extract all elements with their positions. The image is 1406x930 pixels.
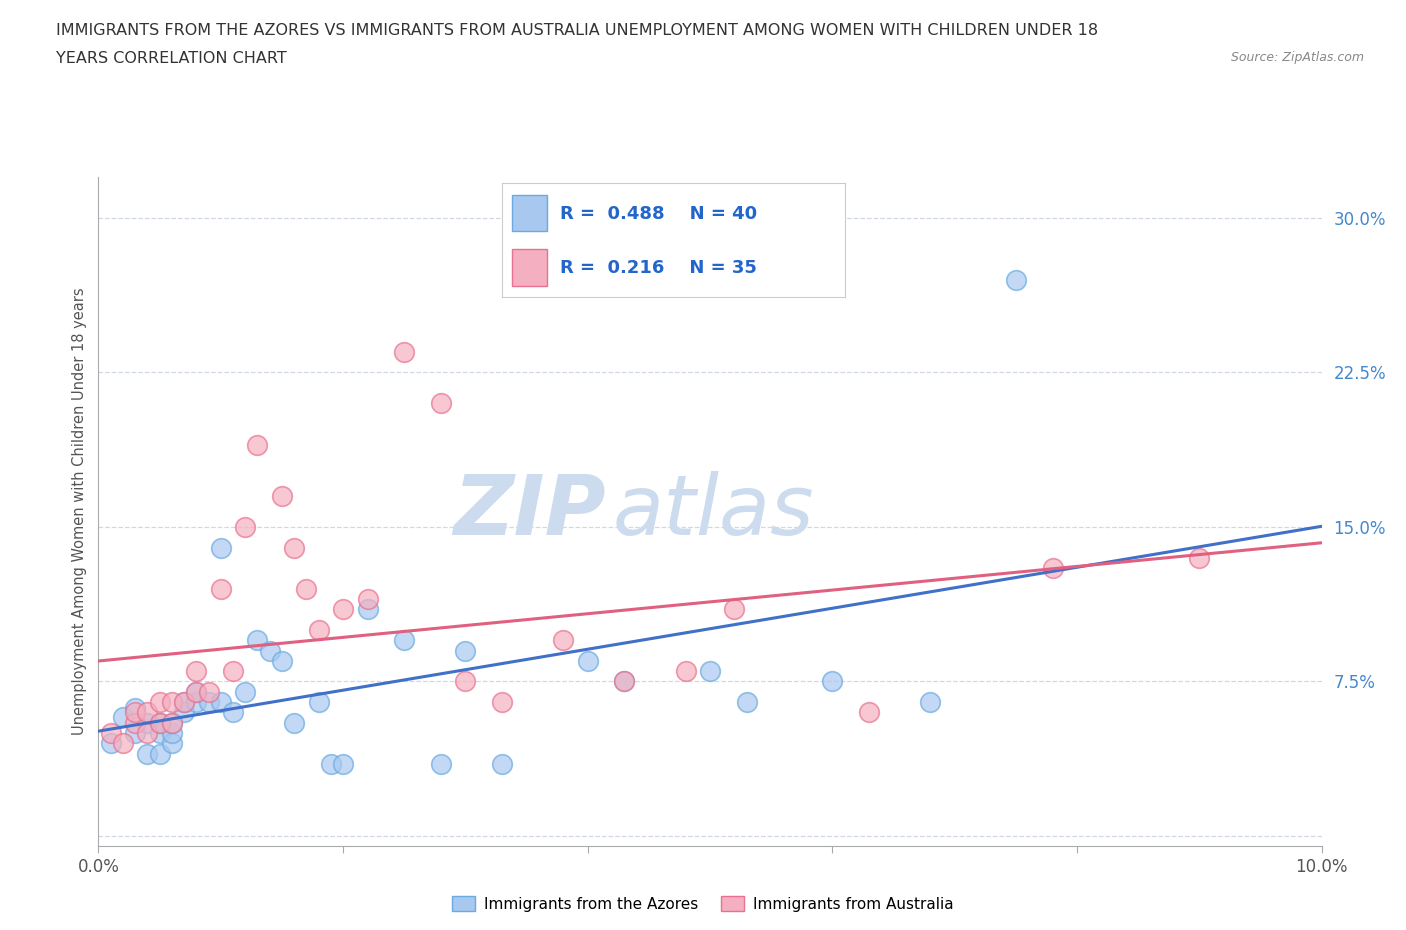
Point [233, 520, 256, 535]
Text: Source: ZipAtlas.com: Source: ZipAtlas.com [1230, 51, 1364, 64]
Point [1188, 551, 1211, 565]
Point [246, 632, 269, 647]
Point [491, 695, 513, 710]
Point [332, 756, 354, 771]
Point [124, 701, 146, 716]
Point [613, 674, 636, 689]
Point [491, 756, 513, 771]
Point [149, 746, 172, 761]
Point [283, 540, 305, 555]
Point [920, 695, 942, 710]
Point [124, 705, 146, 720]
Point [454, 674, 477, 689]
Point [675, 664, 697, 679]
Point [149, 715, 172, 730]
Point [821, 674, 844, 689]
Point [173, 695, 195, 710]
Point [308, 695, 330, 710]
Point [735, 695, 758, 710]
Text: atlas: atlas [612, 471, 814, 552]
Point [186, 684, 208, 699]
Point [283, 715, 305, 730]
Point [136, 705, 159, 720]
Point [149, 725, 172, 740]
Point [173, 705, 195, 720]
Point [136, 746, 159, 761]
Point [100, 725, 122, 740]
Point [160, 725, 183, 740]
Legend: Immigrants from the Azores, Immigrants from Australia: Immigrants from the Azores, Immigrants f… [446, 890, 960, 918]
Point [723, 602, 745, 617]
Point [136, 715, 159, 730]
Point [613, 674, 636, 689]
Point [160, 695, 183, 710]
Point [209, 581, 232, 596]
Point [197, 695, 219, 710]
Point [356, 602, 378, 617]
Point [319, 756, 342, 771]
Point [149, 695, 172, 710]
Point [454, 644, 477, 658]
Point [186, 664, 208, 679]
Point [186, 684, 208, 699]
Point [392, 632, 416, 647]
Point [222, 664, 245, 679]
Point [124, 725, 146, 740]
Point [858, 705, 880, 720]
Point [149, 715, 172, 730]
Point [356, 591, 378, 606]
Point [259, 644, 281, 658]
Point [111, 736, 134, 751]
Point [270, 654, 292, 669]
Point [576, 654, 599, 669]
Point [100, 736, 122, 751]
Point [699, 664, 721, 679]
Point [308, 622, 330, 637]
Point [111, 709, 134, 724]
Point [160, 715, 183, 730]
Point [160, 715, 183, 730]
Y-axis label: Unemployment Among Women with Children Under 18 years: Unemployment Among Women with Children U… [72, 287, 87, 736]
Point [197, 684, 219, 699]
Point [186, 695, 208, 710]
Point [392, 344, 416, 359]
Point [222, 705, 245, 720]
Point [332, 602, 354, 617]
Point [173, 695, 195, 710]
Point [209, 695, 232, 710]
Point [1004, 272, 1026, 287]
Point [553, 632, 575, 647]
Point [209, 540, 232, 555]
Point [233, 684, 256, 699]
Text: YEARS CORRELATION CHART: YEARS CORRELATION CHART [56, 51, 287, 66]
Point [160, 736, 183, 751]
Point [136, 725, 159, 740]
Point [430, 756, 453, 771]
Point [1042, 561, 1064, 576]
Point [246, 437, 269, 452]
Point [430, 396, 453, 411]
Point [295, 581, 318, 596]
Text: IMMIGRANTS FROM THE AZORES VS IMMIGRANTS FROM AUSTRALIA UNEMPLOYMENT AMONG WOMEN: IMMIGRANTS FROM THE AZORES VS IMMIGRANTS… [56, 23, 1098, 38]
Text: ZIP: ZIP [453, 471, 606, 552]
Point [270, 488, 292, 503]
Point [124, 715, 146, 730]
